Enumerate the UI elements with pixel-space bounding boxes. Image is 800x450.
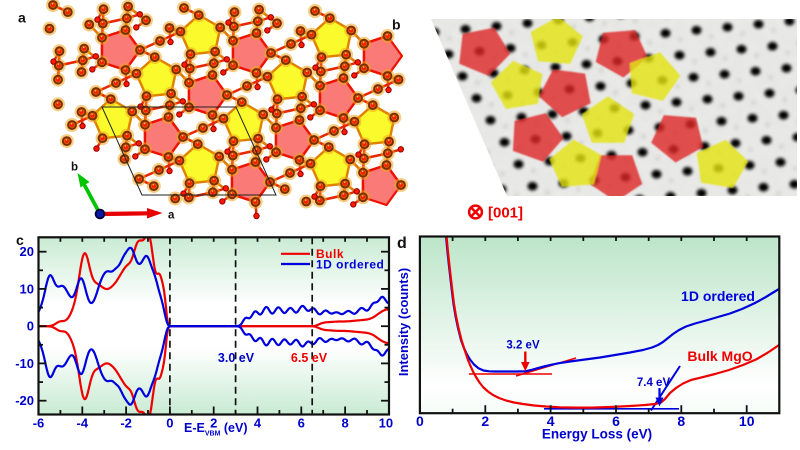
svg-text:10: 10 bbox=[20, 281, 34, 296]
svg-text:2: 2 bbox=[210, 416, 217, 431]
svg-text:Intensity (counts): Intensity (counts) bbox=[396, 268, 411, 376]
svg-text:4: 4 bbox=[547, 413, 555, 429]
svg-text:3.0 eV: 3.0 eV bbox=[218, 351, 255, 365]
svg-text:10: 10 bbox=[379, 416, 393, 431]
svg-text:[001]: [001] bbox=[488, 205, 523, 222]
svg-text:1D ordered: 1D ordered bbox=[316, 258, 384, 272]
svg-text:0: 0 bbox=[166, 416, 173, 431]
svg-text:-10: -10 bbox=[15, 356, 34, 371]
svg-text:-4: -4 bbox=[77, 416, 89, 431]
svg-text:6: 6 bbox=[298, 416, 305, 431]
svg-text:b: b bbox=[71, 162, 78, 174]
svg-text:2: 2 bbox=[481, 413, 489, 429]
svg-text:a: a bbox=[18, 10, 26, 26]
svg-text:6: 6 bbox=[612, 413, 620, 429]
svg-text:Bulk MgO: Bulk MgO bbox=[687, 348, 752, 364]
svg-text:10: 10 bbox=[739, 413, 755, 429]
svg-text:8: 8 bbox=[677, 413, 685, 429]
svg-text:0: 0 bbox=[27, 319, 34, 334]
svg-text:8: 8 bbox=[341, 416, 348, 431]
svg-text:Energy Loss (eV): Energy Loss (eV) bbox=[542, 427, 652, 442]
svg-text:6.5 eV: 6.5 eV bbox=[291, 351, 328, 365]
svg-text:7.4 eV: 7.4 eV bbox=[637, 377, 671, 389]
svg-text:a: a bbox=[168, 210, 175, 222]
svg-text:c: c bbox=[16, 232, 24, 248]
svg-text:b: b bbox=[392, 17, 401, 33]
svg-text:20: 20 bbox=[20, 244, 34, 259]
svg-text:d: d bbox=[397, 235, 407, 252]
svg-text:1D ordered: 1D ordered bbox=[681, 288, 755, 304]
svg-text:-2: -2 bbox=[120, 416, 132, 431]
svg-text:-20: -20 bbox=[15, 393, 34, 408]
svg-text:-6: -6 bbox=[33, 416, 45, 431]
svg-text:4: 4 bbox=[254, 416, 262, 431]
svg-text:Bulk: Bulk bbox=[316, 247, 344, 261]
svg-text:0: 0 bbox=[416, 413, 424, 429]
svg-text:3.2 eV: 3.2 eV bbox=[506, 340, 540, 352]
